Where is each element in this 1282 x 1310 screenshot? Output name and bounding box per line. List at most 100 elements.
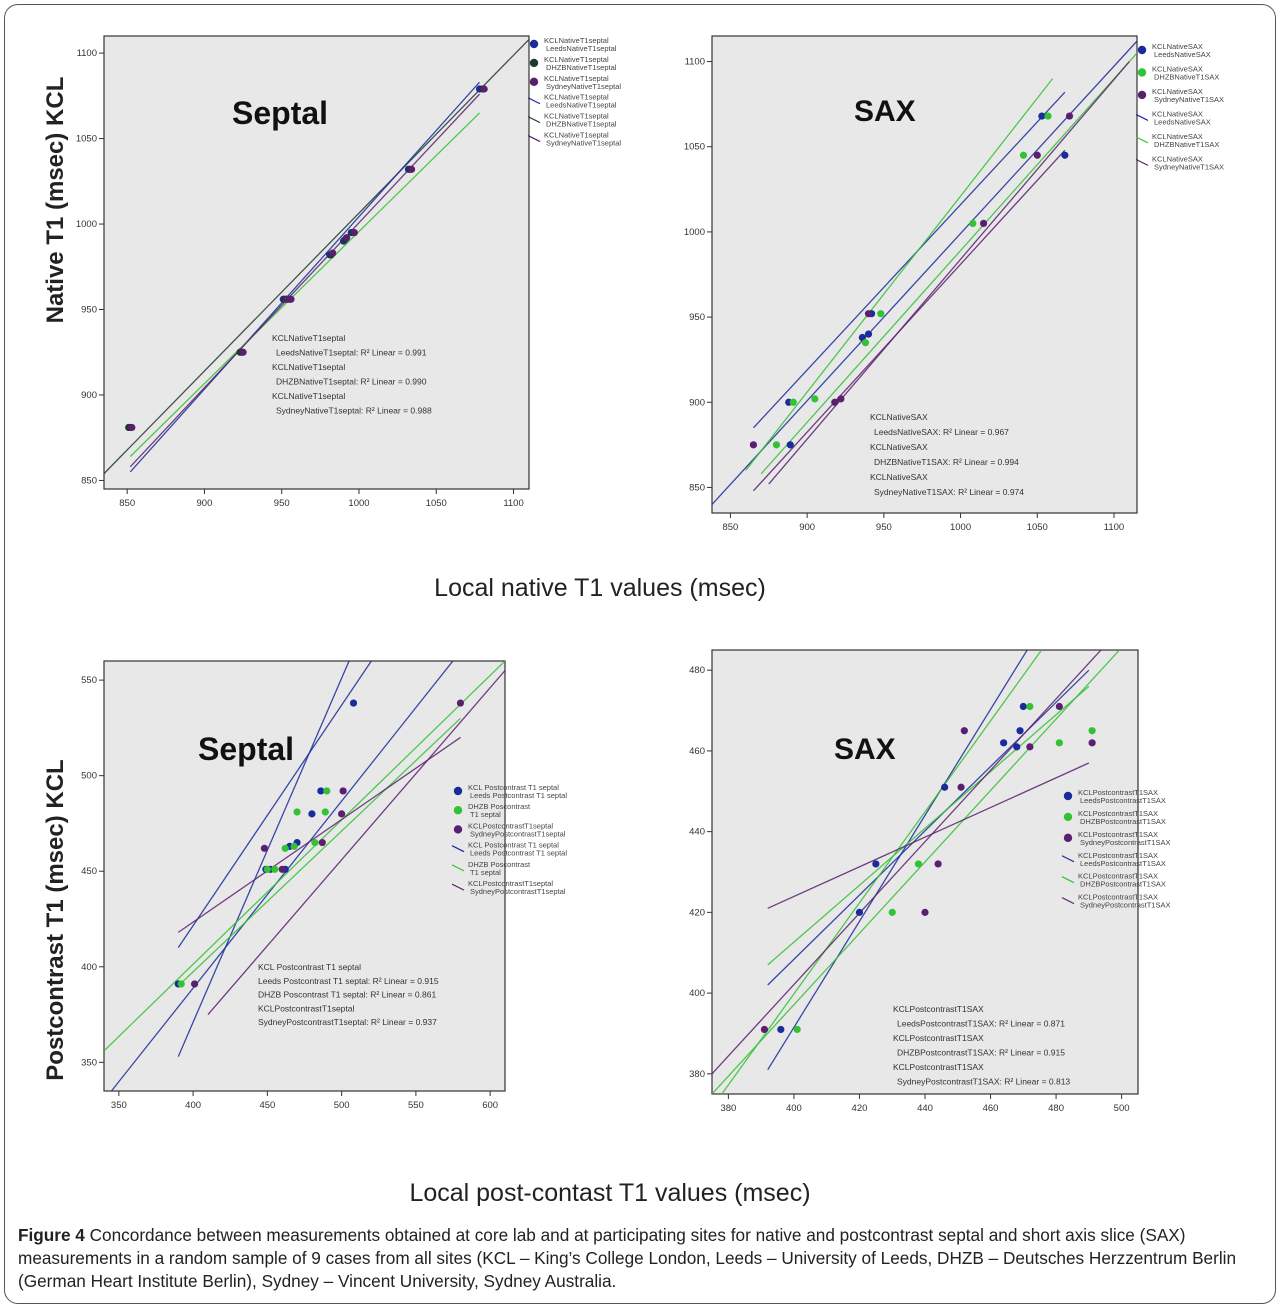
x-tick-label: 1050 xyxy=(426,498,447,509)
y-tick-label: 950 xyxy=(689,312,705,323)
data-point xyxy=(979,219,988,227)
y-tick-label: 440 xyxy=(689,827,705,838)
plot-area xyxy=(711,649,1139,1095)
data-point xyxy=(456,699,465,707)
r2-annotation: Leeds Postcontrast T1 septal: R² Linear … xyxy=(258,976,439,986)
legend-marker xyxy=(1063,812,1073,822)
data-point xyxy=(786,441,794,449)
y-tick-label: 400 xyxy=(689,988,705,999)
legend-label: KCLNativeSAX xyxy=(1152,154,1203,163)
data-point xyxy=(350,228,358,237)
data-point xyxy=(293,808,301,816)
data-point xyxy=(239,348,247,356)
legend-label: KCL Postcontrast T1 septal xyxy=(468,783,559,792)
fit-line xyxy=(207,670,505,1015)
fit-line xyxy=(104,38,529,475)
x-tick-label: 500 xyxy=(1114,1103,1130,1114)
fit-line xyxy=(745,78,1054,471)
y-tick-label: 950 xyxy=(81,305,97,316)
y-tick-label: 380 xyxy=(689,1069,705,1080)
fit-line xyxy=(752,91,1066,429)
legend-label: KCLPostcontrastT1SAX xyxy=(1078,851,1158,860)
fit-line xyxy=(767,669,1090,986)
legend-label: DHZB Poscontrast xyxy=(468,802,531,811)
legend-line xyxy=(527,116,541,124)
legend-marker xyxy=(1063,833,1073,843)
y-tick-label: 400 xyxy=(81,962,97,973)
legend-label: KCLPostcontrastT1SAX xyxy=(1078,872,1158,881)
r2-annotation: DHZB Poscontrast T1 septal: R² Linear = … xyxy=(258,990,436,1000)
fit-line xyxy=(104,661,505,1052)
y-tick-label: 1050 xyxy=(684,142,705,153)
legend-label: KCLPostcontrastT1septal xyxy=(468,821,553,830)
data-point xyxy=(260,844,268,852)
x-tick-label: 400 xyxy=(786,1103,802,1114)
r2-annotation: LeedsNativeT1septal: R² Linear = 0.991 xyxy=(276,348,427,358)
y-tick-label: 900 xyxy=(689,397,705,408)
y-tick-label: 460 xyxy=(689,746,705,757)
r2-annotation: LeedsPostcontrastT1SAX: R² Linear = 0.87… xyxy=(897,1019,1065,1029)
data-point xyxy=(308,810,316,818)
data-point xyxy=(1013,743,1021,751)
x-tick-label: 900 xyxy=(197,498,213,509)
legend-label: DHZBNativeT1SAX xyxy=(1154,140,1219,149)
y-tick-label: 420 xyxy=(689,907,705,918)
data-point xyxy=(281,844,289,852)
fit-line xyxy=(768,61,1130,485)
data-point xyxy=(128,423,136,432)
data-point xyxy=(861,339,870,347)
x-axis-label-postcontrast: Local post-contast T1 values (msec) xyxy=(409,1179,811,1207)
data-point xyxy=(1055,739,1063,747)
x-tick-label: 850 xyxy=(119,498,135,509)
x-tick-label: 380 xyxy=(720,1103,736,1114)
fit-line xyxy=(129,93,481,468)
fit-line xyxy=(712,650,1102,1075)
data-point xyxy=(1033,151,1041,159)
legend-label: T1 septal xyxy=(470,810,501,819)
x-tick-label: 500 xyxy=(334,1100,350,1111)
legend-label: SydneyNativeT1SAX xyxy=(1154,162,1224,171)
chart-title: Septal xyxy=(198,731,294,767)
data-point xyxy=(311,838,319,847)
data-point xyxy=(960,727,968,735)
figure-frame xyxy=(4,4,1276,1304)
y-tick-label: 480 xyxy=(689,665,705,676)
r2-annotation: KCLPostcontrastT1SAX xyxy=(893,1062,984,1072)
r2-annotation: KCLNativeSAX xyxy=(870,412,928,422)
legend-label: KCLNativeT1septal xyxy=(544,131,609,140)
figure-caption: Figure 4 Concordance between measurement… xyxy=(18,1224,1268,1293)
r2-annotation: KCLPostcontrastT1SAX xyxy=(893,1004,984,1014)
legend-marker xyxy=(529,58,539,68)
data-point xyxy=(343,234,351,242)
x-tick-label: 440 xyxy=(917,1103,933,1114)
y-tick-label: 450 xyxy=(81,866,97,877)
legend-label: LeedsNativeT1septal xyxy=(546,44,617,53)
fit-line xyxy=(177,661,350,1057)
x-tick-label: 1000 xyxy=(348,498,369,509)
fit-lines xyxy=(104,38,529,475)
legend-label: Leeds Postcontrast T1 septal xyxy=(470,849,567,858)
data-point xyxy=(480,85,488,93)
data-point xyxy=(864,330,873,338)
r2-annotation: KCLNativeT1septal xyxy=(272,362,345,372)
fit-lines xyxy=(712,650,1121,1094)
data-point xyxy=(1088,739,1096,747)
data-point xyxy=(1044,112,1052,120)
data-point xyxy=(1000,739,1008,747)
caption-label: Figure 4 xyxy=(18,1225,85,1245)
x-axis-label-native: Local native T1 values (msec) xyxy=(434,574,766,602)
data-point xyxy=(864,310,873,318)
legend-label: SydneyNativeT1SAX xyxy=(1154,95,1224,104)
r2-annotation: LeedsNativeSAX: R² Linear = 0.967 xyxy=(874,427,1009,437)
data-point xyxy=(1026,743,1034,751)
r2-annotation: SydneyPostcontrastT1septal: R² Linear = … xyxy=(258,1017,437,1027)
x-tick-label: 460 xyxy=(983,1103,999,1114)
legend-label: KCLNativeT1septal xyxy=(544,74,609,83)
legend-label: KCLNativeSAX xyxy=(1152,42,1203,51)
y-tick-label: 550 xyxy=(81,675,97,686)
legend-label: LeedsPostcontrastT1SAX xyxy=(1080,796,1166,805)
data-point xyxy=(1019,702,1027,711)
legend-line xyxy=(1061,855,1075,863)
legend-label: SydneyPostcontrastT1septal xyxy=(470,829,566,838)
